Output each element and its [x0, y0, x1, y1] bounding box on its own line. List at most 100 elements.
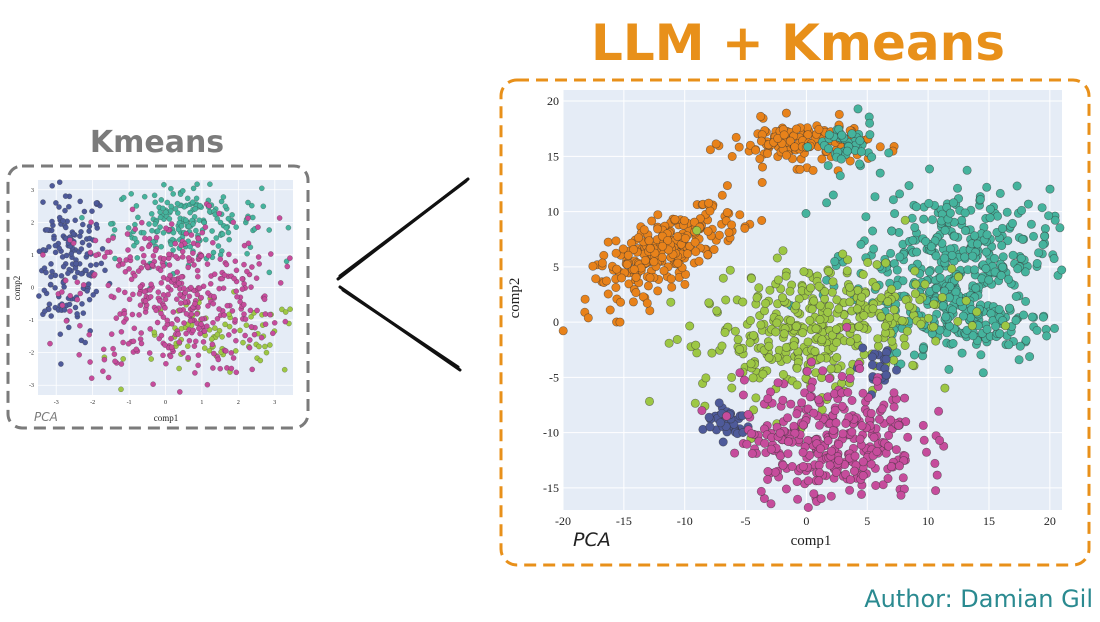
left-point: [204, 381, 211, 388]
right-point: [868, 226, 878, 236]
right-point: [773, 275, 783, 285]
right-point: [929, 322, 939, 332]
right-point: [887, 226, 897, 236]
left-ylabel: comp2: [12, 276, 22, 301]
left-point: [249, 214, 256, 221]
left-point: [160, 352, 166, 359]
right-point: [808, 165, 818, 175]
right-point: [919, 214, 929, 224]
right-point: [825, 460, 835, 470]
right-point: [727, 220, 737, 230]
left-point: [177, 291, 183, 298]
right-point: [746, 273, 756, 283]
left-point: [176, 339, 183, 346]
right-point: [704, 298, 714, 308]
left-point: [170, 191, 176, 197]
left-point: [242, 316, 249, 323]
left-point: [213, 235, 220, 241]
left-point: [202, 236, 209, 243]
right-point: [1023, 199, 1033, 209]
left-point: [155, 289, 162, 295]
left-point: [181, 320, 187, 326]
left-point: [158, 197, 165, 203]
left-point: [59, 302, 66, 309]
right-point: [853, 104, 863, 114]
right-point: [1004, 340, 1014, 350]
right-point: [1004, 303, 1014, 313]
left-point: [165, 284, 171, 291]
left-point: [101, 254, 108, 260]
left-point: [232, 258, 239, 265]
right-point: [805, 315, 815, 325]
left-point: [249, 264, 255, 270]
left-point: [60, 263, 67, 270]
right-point: [680, 233, 690, 243]
left-point: [198, 253, 205, 259]
left-point: [262, 311, 269, 317]
right-point: [889, 402, 899, 412]
right-point: [875, 142, 885, 152]
left-point: [175, 331, 182, 338]
right-point: [831, 324, 841, 334]
left-point: [78, 270, 85, 277]
left-point: [171, 276, 177, 283]
right-point: [798, 447, 808, 457]
left-point: [279, 306, 285, 313]
right-point: [748, 330, 758, 340]
right-point: [803, 142, 813, 152]
left-point: [204, 261, 211, 267]
right-point: [910, 289, 920, 299]
right-point: [930, 458, 940, 468]
right-point: [881, 370, 891, 380]
right-point: [883, 441, 893, 451]
left-point: [162, 305, 168, 311]
right-point: [847, 395, 857, 405]
left-point: [105, 237, 112, 244]
left-point: [163, 360, 169, 367]
left-ytick-label: 1: [31, 253, 34, 259]
left-point: [156, 298, 163, 304]
left-point: [202, 224, 209, 230]
left-point: [158, 332, 165, 339]
left-point: [282, 318, 289, 325]
left-point: [58, 361, 64, 367]
left-point: [226, 236, 232, 243]
right-point: [1032, 325, 1042, 335]
left-point: [167, 272, 173, 279]
left-point: [131, 325, 138, 332]
left-corner-note: PCA: [34, 410, 58, 424]
left-point: [86, 242, 92, 248]
right-point: [624, 279, 634, 289]
left-point: [248, 202, 255, 209]
right-point: [981, 247, 991, 257]
right-point: [611, 282, 621, 292]
left-point: [105, 282, 112, 289]
right-point: [629, 264, 639, 274]
left-point: [72, 274, 78, 281]
left-point: [241, 261, 247, 268]
right-point: [958, 311, 968, 321]
right-point: [735, 344, 745, 354]
right-point: [997, 241, 1007, 251]
left-point: [179, 248, 186, 255]
left-point: [150, 253, 157, 259]
right-point: [772, 253, 782, 263]
right-point: [858, 269, 868, 279]
right-point: [772, 318, 782, 328]
right-point: [765, 285, 775, 295]
right-point: [855, 434, 865, 444]
left-point: [62, 277, 69, 284]
left-point: [153, 307, 159, 314]
right-point: [670, 215, 680, 225]
left-point: [211, 293, 217, 300]
left-point: [239, 286, 246, 292]
right-point: [814, 476, 824, 486]
right-point: [858, 471, 868, 481]
left-point: [267, 251, 274, 257]
right-point: [856, 239, 866, 249]
left-point: [87, 249, 94, 256]
right-point: [826, 364, 836, 374]
left-point: [185, 254, 192, 261]
left-point: [284, 263, 291, 270]
left-point: [240, 339, 246, 346]
